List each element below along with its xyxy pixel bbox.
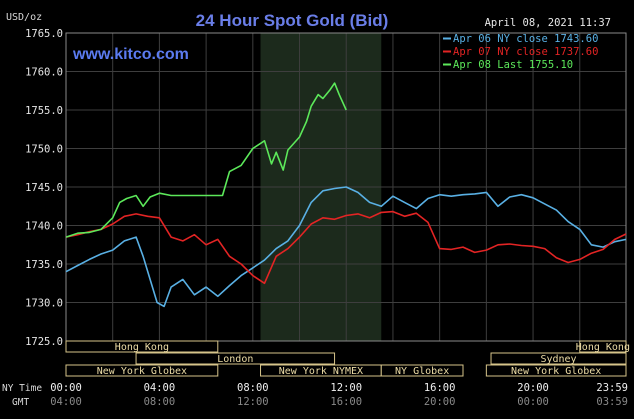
session-label: Sydney bbox=[540, 354, 576, 365]
x-tick-label-gmt: 00:00 bbox=[517, 396, 549, 408]
session-band bbox=[65, 364, 219, 377]
x-tick-labels: 00:00 04:00 04:00 08:00 08:00 12:00 12:00 16:00… bbox=[50, 382, 628, 408]
session-label: New York Globex bbox=[511, 366, 601, 377]
session-label: NY Globex bbox=[395, 366, 449, 377]
grid-lines bbox=[65, 32, 627, 342]
y-tick-label: 1750.0 bbox=[25, 144, 63, 156]
x-tick-label-gmt: 20:00 bbox=[424, 396, 456, 408]
x-tick-label-gmt: 12:00 bbox=[237, 396, 269, 408]
x-tick-label-gmt: 08:00 bbox=[144, 396, 176, 408]
legend-entry: Apr 08 Last 1755.10 bbox=[453, 59, 573, 71]
series-line-0 bbox=[65, 186, 627, 308]
y-tick-label: 1730.0 bbox=[25, 298, 63, 310]
x-tick-label-gmt: 04:00 bbox=[50, 396, 82, 408]
x-tick-label-gmt: 03:59 bbox=[596, 396, 628, 408]
session-band bbox=[135, 352, 336, 365]
y-tick-label: 1760.0 bbox=[25, 67, 63, 79]
x-tick-label-ny: 04:00 bbox=[144, 382, 176, 394]
y-tick-label: 1740.0 bbox=[25, 221, 63, 233]
y-tick-label: 1765.0 bbox=[25, 28, 63, 40]
date-time-stamp: April 08, 2021 11:37 bbox=[485, 17, 611, 29]
x-tick-label-ny: 23:59 bbox=[596, 382, 628, 394]
y-tick-label: 1725.0 bbox=[25, 336, 63, 348]
x-tick-label-ny: 08:00 bbox=[237, 382, 269, 394]
session-band bbox=[490, 352, 627, 365]
session-band bbox=[485, 364, 627, 377]
session-band bbox=[65, 340, 219, 353]
legend-entry: Apr 06 NY close 1743.60 bbox=[453, 33, 598, 45]
kitco-watermark: www.kitco.com bbox=[72, 46, 189, 63]
ny-time-label: NY Time bbox=[2, 383, 42, 394]
session-band bbox=[380, 364, 464, 377]
session-label: Hong Kong bbox=[576, 342, 630, 353]
y-axis-label: USD/oz bbox=[6, 12, 42, 23]
y-tick-label: 1755.0 bbox=[25, 105, 63, 117]
series-line-2 bbox=[65, 82, 347, 238]
plot-frame bbox=[65, 32, 627, 342]
y-tick-label: 1745.0 bbox=[25, 182, 63, 194]
session-label: New York Globex bbox=[97, 366, 187, 377]
x-tick-label-ny: 20:00 bbox=[517, 382, 549, 394]
gmt-label: GMT bbox=[12, 397, 29, 408]
session-label: New York NYMEX bbox=[279, 366, 363, 377]
legend-entry: Apr 07 NY close 1737.60 bbox=[453, 46, 598, 58]
session-label: Hong Kong bbox=[115, 342, 169, 353]
x-tick-label-ny: 00:00 bbox=[50, 382, 82, 394]
x-tick-label-gmt: 16:00 bbox=[330, 396, 362, 408]
y-tick-labels: 1765.0 1760.0 1755.0 1750.0 1745.0 1740.0 1735… bbox=[25, 28, 63, 348]
price-series bbox=[65, 82, 627, 308]
session-band bbox=[579, 340, 627, 353]
session-label: London bbox=[217, 354, 253, 365]
series-line-1 bbox=[65, 210, 627, 285]
x-tick-label-ny: 16:00 bbox=[424, 382, 456, 394]
chart-title: 24 Hour Spot Gold (Bid) bbox=[196, 11, 389, 30]
x-tick-label-ny: 12:00 bbox=[330, 382, 362, 394]
y-tick-label: 1735.0 bbox=[25, 259, 63, 271]
